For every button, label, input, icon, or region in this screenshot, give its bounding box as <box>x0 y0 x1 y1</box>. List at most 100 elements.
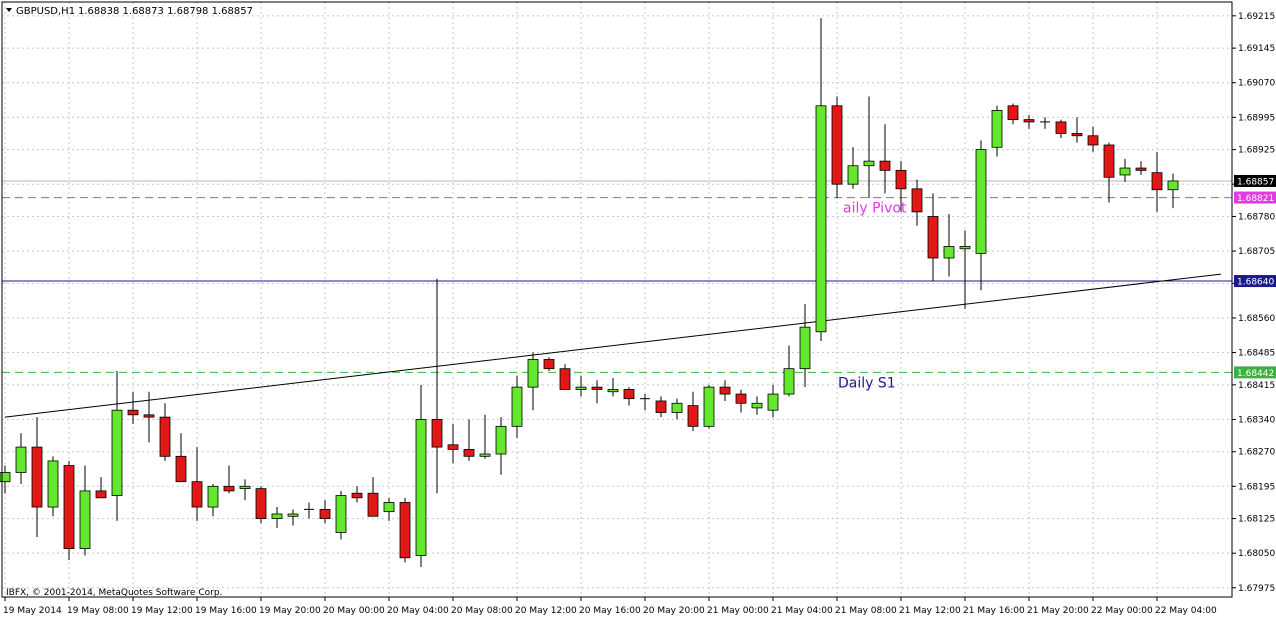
candle[interactable] <box>63 460 75 561</box>
candle[interactable] <box>703 384 715 429</box>
candle-body <box>431 419 443 448</box>
candle-body <box>191 481 203 508</box>
candle[interactable] <box>31 417 43 538</box>
candle[interactable] <box>383 497 395 521</box>
triangle-down-icon[interactable] <box>6 8 12 12</box>
candle[interactable] <box>623 387 635 406</box>
candle[interactable] <box>95 477 107 499</box>
candle-body <box>687 405 699 427</box>
candle[interactable] <box>1055 119 1067 139</box>
candle[interactable] <box>575 375 587 397</box>
candle[interactable] <box>831 96 843 199</box>
candle[interactable] <box>111 370 123 521</box>
candles <box>0 18 1179 568</box>
candle[interactable] <box>191 447 203 521</box>
candle[interactable] <box>767 384 779 418</box>
trendline[interactable] <box>4 273 1222 418</box>
candle[interactable] <box>975 140 987 291</box>
candle[interactable] <box>399 497 411 563</box>
candle[interactable] <box>1167 173 1179 209</box>
candle[interactable] <box>15 433 27 484</box>
candle[interactable] <box>815 18 827 342</box>
candle[interactable] <box>319 500 331 524</box>
x-tick-label: 19 May 16:00 <box>195 606 257 616</box>
candle[interactable] <box>47 456 59 517</box>
candle[interactable] <box>799 304 811 388</box>
candle[interactable] <box>223 465 235 494</box>
candle[interactable] <box>287 509 299 526</box>
candle[interactable] <box>783 345 795 397</box>
candle[interactable] <box>1071 117 1083 143</box>
candle[interactable] <box>927 193 939 282</box>
candle[interactable] <box>1087 126 1099 152</box>
candle[interactable] <box>559 364 571 390</box>
candle[interactable] <box>607 377 619 397</box>
candle[interactable] <box>863 96 875 199</box>
candle[interactable] <box>511 375 523 438</box>
y-tick-label: 1.69145 <box>1238 44 1275 54</box>
candle-body <box>1151 172 1163 191</box>
candle[interactable] <box>271 507 283 528</box>
candle[interactable] <box>143 391 155 443</box>
candle[interactable] <box>1135 161 1147 175</box>
current-price-label: 1.68857 <box>1237 177 1274 187</box>
candle[interactable] <box>79 465 91 556</box>
x-tick-label: 21 May 08:00 <box>835 606 897 616</box>
candle-body <box>943 246 955 259</box>
candle-body <box>607 389 619 393</box>
x-tick-label: 21 May 16:00 <box>963 606 1025 616</box>
candle-body <box>495 425 507 455</box>
candle[interactable] <box>527 352 539 411</box>
candle[interactable] <box>351 486 363 503</box>
candle[interactable] <box>671 398 683 420</box>
candle[interactable] <box>591 380 603 404</box>
candle[interactable] <box>911 179 923 226</box>
candle[interactable] <box>1040 117 1050 129</box>
candle[interactable] <box>1103 142 1115 203</box>
candle[interactable] <box>495 417 507 475</box>
candle[interactable] <box>1007 103 1019 125</box>
candle[interactable] <box>175 433 187 483</box>
candle[interactable] <box>895 161 907 212</box>
candle[interactable] <box>959 230 971 309</box>
candle[interactable] <box>640 394 650 411</box>
candle[interactable] <box>255 486 267 524</box>
candle-body <box>1023 119 1035 123</box>
candle[interactable] <box>879 124 891 194</box>
candle[interactable] <box>847 147 859 189</box>
candle[interactable] <box>943 214 955 277</box>
candle-body <box>879 160 891 171</box>
candle[interactable] <box>463 419 475 461</box>
candle[interactable] <box>447 424 459 464</box>
candle-body <box>511 386 523 427</box>
candle[interactable] <box>735 389 747 413</box>
candle[interactable] <box>1151 151 1163 212</box>
candle[interactable] <box>239 479 251 501</box>
candle[interactable] <box>479 414 491 459</box>
level-price-label: 1.68640 <box>1237 278 1274 288</box>
candle[interactable] <box>415 384 427 568</box>
candle[interactable] <box>335 490 347 540</box>
candle[interactable] <box>304 502 314 519</box>
candle[interactable] <box>1119 158 1131 182</box>
candle[interactable] <box>751 396 763 415</box>
candle-body <box>319 508 331 519</box>
symbol-label: GBPUSD,H1 <box>16 6 75 17</box>
candle[interactable] <box>207 483 219 517</box>
x-tick-label: 22 May 00:00 <box>1091 606 1153 616</box>
candle-body <box>767 393 779 411</box>
candle[interactable] <box>543 357 555 371</box>
candle[interactable] <box>127 391 139 425</box>
candle-body <box>559 368 571 390</box>
candle[interactable] <box>1023 115 1035 129</box>
candle[interactable] <box>719 380 731 401</box>
candle[interactable] <box>367 477 379 517</box>
ohlc-label: 1.68838 1.68873 1.68798 1.68857 <box>78 6 253 17</box>
candle[interactable] <box>159 403 171 461</box>
candle[interactable] <box>991 105 1003 157</box>
candle[interactable] <box>687 391 699 431</box>
candle[interactable] <box>431 278 443 494</box>
candle[interactable] <box>0 465 11 494</box>
candle[interactable] <box>655 396 667 418</box>
